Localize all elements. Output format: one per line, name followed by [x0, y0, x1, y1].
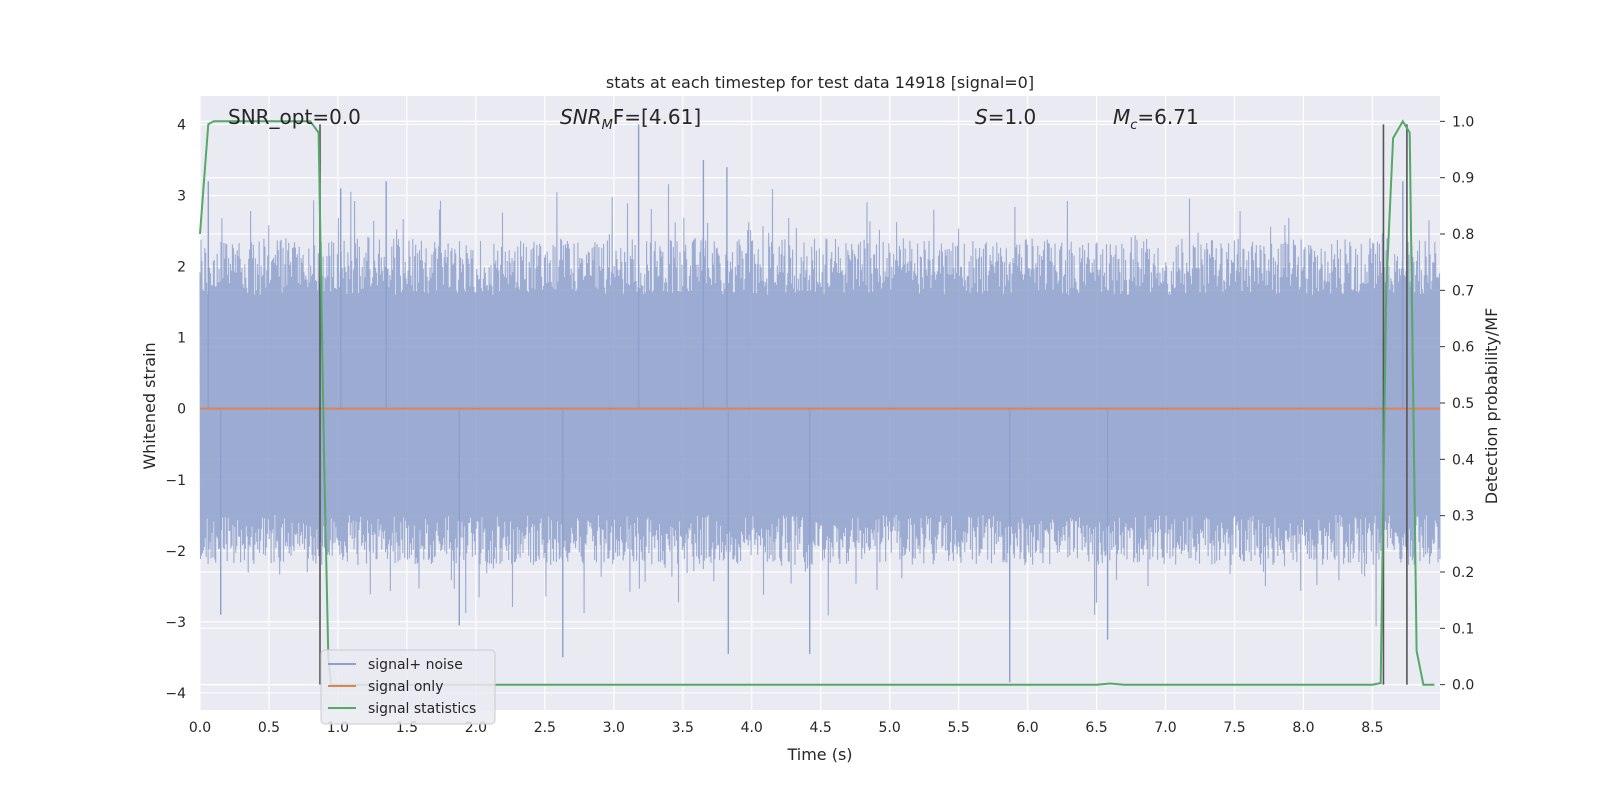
x-tick-label: 2.5 — [534, 720, 556, 736]
annotation-s-value: =1.0 — [988, 105, 1037, 129]
legend-box — [320, 649, 496, 725]
x-tick-label: 6.0 — [1016, 720, 1038, 736]
x-tick-label: 8.5 — [1361, 720, 1383, 736]
y-right-tick-label: 0.0 — [1452, 678, 1474, 694]
x-tick-label: 6.5 — [1085, 720, 1107, 736]
y-right-tick-label: 0.1 — [1452, 621, 1474, 637]
signal-statistics-line — [199, 119, 1435, 686]
x-tick-label: 8.0 — [1292, 720, 1314, 736]
y-tick-label: −4 — [165, 686, 186, 702]
axis-ticks: 0.0 0.5 1.0 1.5 2.0 2.5 3.0 3.5 4.0 4.5 5.0 5.5 6.0 6… — [165, 114, 1474, 736]
y-right-tick-label: 0.6 — [1452, 340, 1474, 356]
annotation-snr-mf-tail: F=[4.61] — [613, 105, 701, 129]
y-right-tick-label: 0.3 — [1452, 509, 1474, 525]
y-tick-label: 0 — [177, 402, 186, 418]
annotation-snr-mf-sub: M — [602, 118, 613, 133]
x-tick-label: 0.5 — [258, 720, 280, 736]
series-signal-statistics — [199, 119, 1435, 686]
y-tick-label: −2 — [165, 544, 186, 560]
y-right-tick-label: 1.0 — [1452, 114, 1474, 130]
annotation-mc: Mc=6.71 — [1113, 105, 1199, 133]
x-axis-label: Time (s) — [786, 745, 852, 764]
y-tick-label: 4 — [177, 117, 186, 133]
annotation-snr-opt: SNR_opt=0.0 — [228, 105, 361, 129]
y-tick-label: −3 — [165, 615, 186, 631]
x-tick-label: 4.0 — [741, 720, 763, 736]
y-right-tick-label: 0.5 — [1452, 396, 1474, 412]
annotation-s-italic: S — [975, 105, 988, 129]
x-tick-label: 7.5 — [1223, 720, 1245, 736]
x-tick-label: 0.0 — [189, 720, 211, 736]
y-tick-label: 3 — [177, 188, 186, 204]
legend: signal+ noise signal only signal statist… — [320, 649, 496, 725]
x-tick-label: 3.0 — [603, 720, 625, 736]
y-right-tick-label: 0.9 — [1452, 171, 1474, 187]
x-tick-label: 5.5 — [947, 720, 969, 736]
x-tick-label: 7.0 — [1154, 720, 1176, 736]
y-axis-label: Whitened strain — [140, 342, 159, 469]
y-tick-label: 2 — [177, 260, 186, 276]
chart-title: stats at each timestep for test data 149… — [606, 73, 1034, 92]
legend-label-signal-statistics: signal statistics — [368, 701, 476, 717]
annotation-mc-sub: c — [1130, 118, 1137, 133]
y-right-tick-label: 0.8 — [1452, 227, 1474, 243]
y-right-tick-label: 0.2 — [1452, 565, 1474, 581]
annotation-mc-value: =6.71 — [1137, 105, 1198, 129]
annotation-snr-mf: SNRMF=[4.61] — [560, 105, 701, 133]
legend-label-signal-only: signal only — [368, 679, 443, 695]
y-right-tick-label: 0.4 — [1452, 452, 1474, 468]
annotation-snr-mf-base: SNR — [560, 105, 602, 129]
legend-label-signal-noise: signal+ noise — [368, 657, 463, 673]
x-tick-label: 5.0 — [879, 720, 901, 736]
y-right-tick-label: 0.7 — [1452, 283, 1474, 299]
annotation-s: S=1.0 — [975, 105, 1036, 129]
y-tick-label: −1 — [165, 473, 186, 489]
x-tick-label: 3.5 — [672, 720, 694, 736]
y-tick-label: 1 — [177, 331, 186, 347]
y-axis-right-label: Detection probability/MF — [1482, 308, 1501, 505]
noise-trace — [199, 184, 1441, 627]
x-tick-label: 4.5 — [810, 720, 832, 736]
series-signal-noise — [199, 124, 1441, 683]
annotation-mc-base: M — [1113, 105, 1130, 129]
